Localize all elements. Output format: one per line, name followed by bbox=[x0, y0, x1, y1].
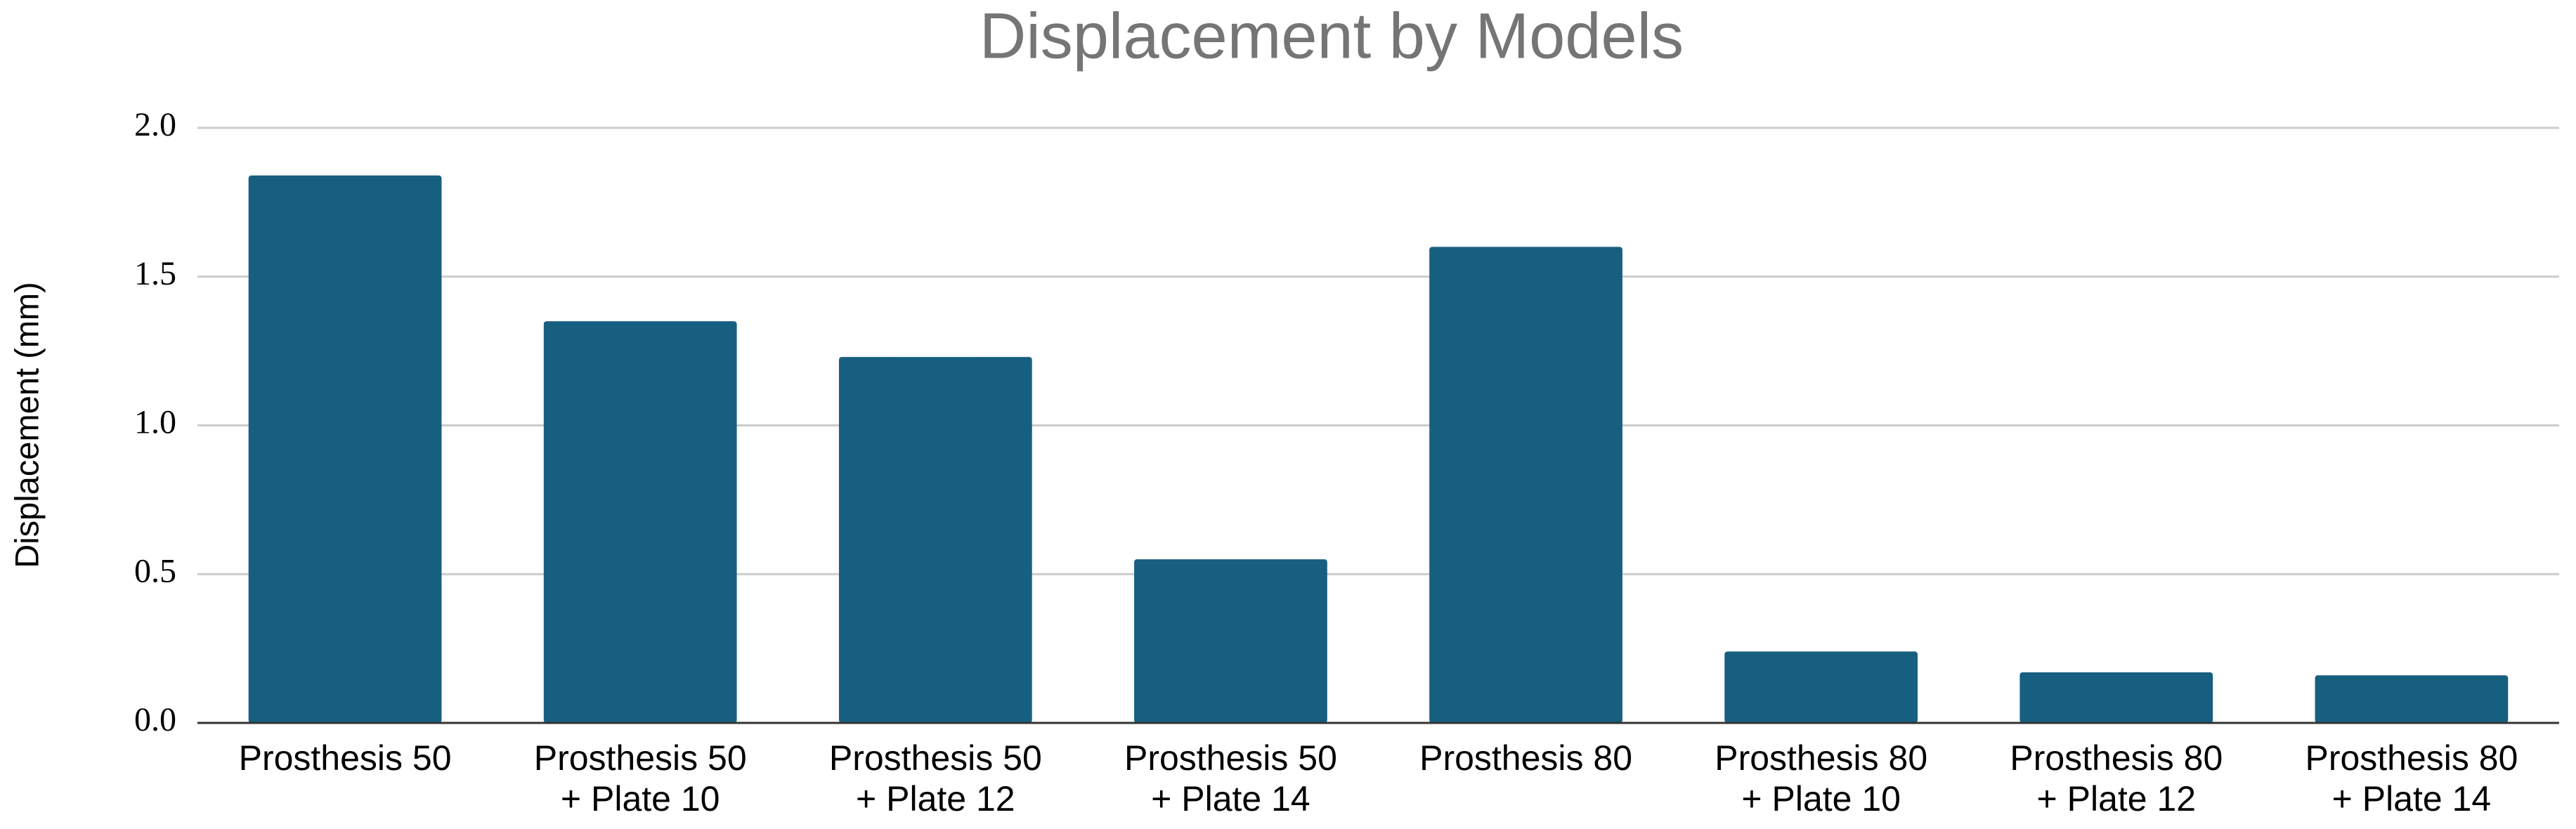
x-tick-label: Prosthesis 80 bbox=[1419, 738, 1633, 778]
y-tick-label: 1.5 bbox=[134, 255, 176, 292]
bar bbox=[2019, 672, 2213, 723]
bar bbox=[838, 357, 1032, 724]
y-tick-label: 0.0 bbox=[134, 701, 176, 738]
chart-title: Displacement by Models bbox=[980, 0, 1684, 72]
y-tick-label: 2.0 bbox=[134, 106, 176, 143]
x-tick-label: Prosthesis 80 + Plate 14 bbox=[2305, 738, 2518, 818]
y-tick-label: 0.5 bbox=[134, 552, 176, 589]
bar bbox=[248, 175, 442, 723]
bar bbox=[2315, 675, 2509, 723]
bar bbox=[543, 321, 737, 723]
x-tick-label: Prosthesis 80 + Plate 10 bbox=[1715, 738, 1928, 818]
y-axis-label: Displacement (mm) bbox=[8, 282, 45, 568]
x-tick-label: Prosthesis 80 + Plate 12 bbox=[2010, 738, 2223, 818]
bar bbox=[1724, 651, 1918, 723]
x-tick-label: Prosthesis 50 + Plate 14 bbox=[1124, 738, 1337, 818]
y-tick-label: 1.0 bbox=[134, 404, 176, 441]
bar bbox=[1429, 247, 1622, 723]
x-tick-label: Prosthesis 50 bbox=[238, 738, 452, 778]
bar bbox=[1134, 559, 1327, 723]
x-tick-label: Prosthesis 50 + Plate 10 bbox=[533, 738, 747, 818]
x-tick-label: Prosthesis 50 + Plate 12 bbox=[828, 738, 1042, 818]
